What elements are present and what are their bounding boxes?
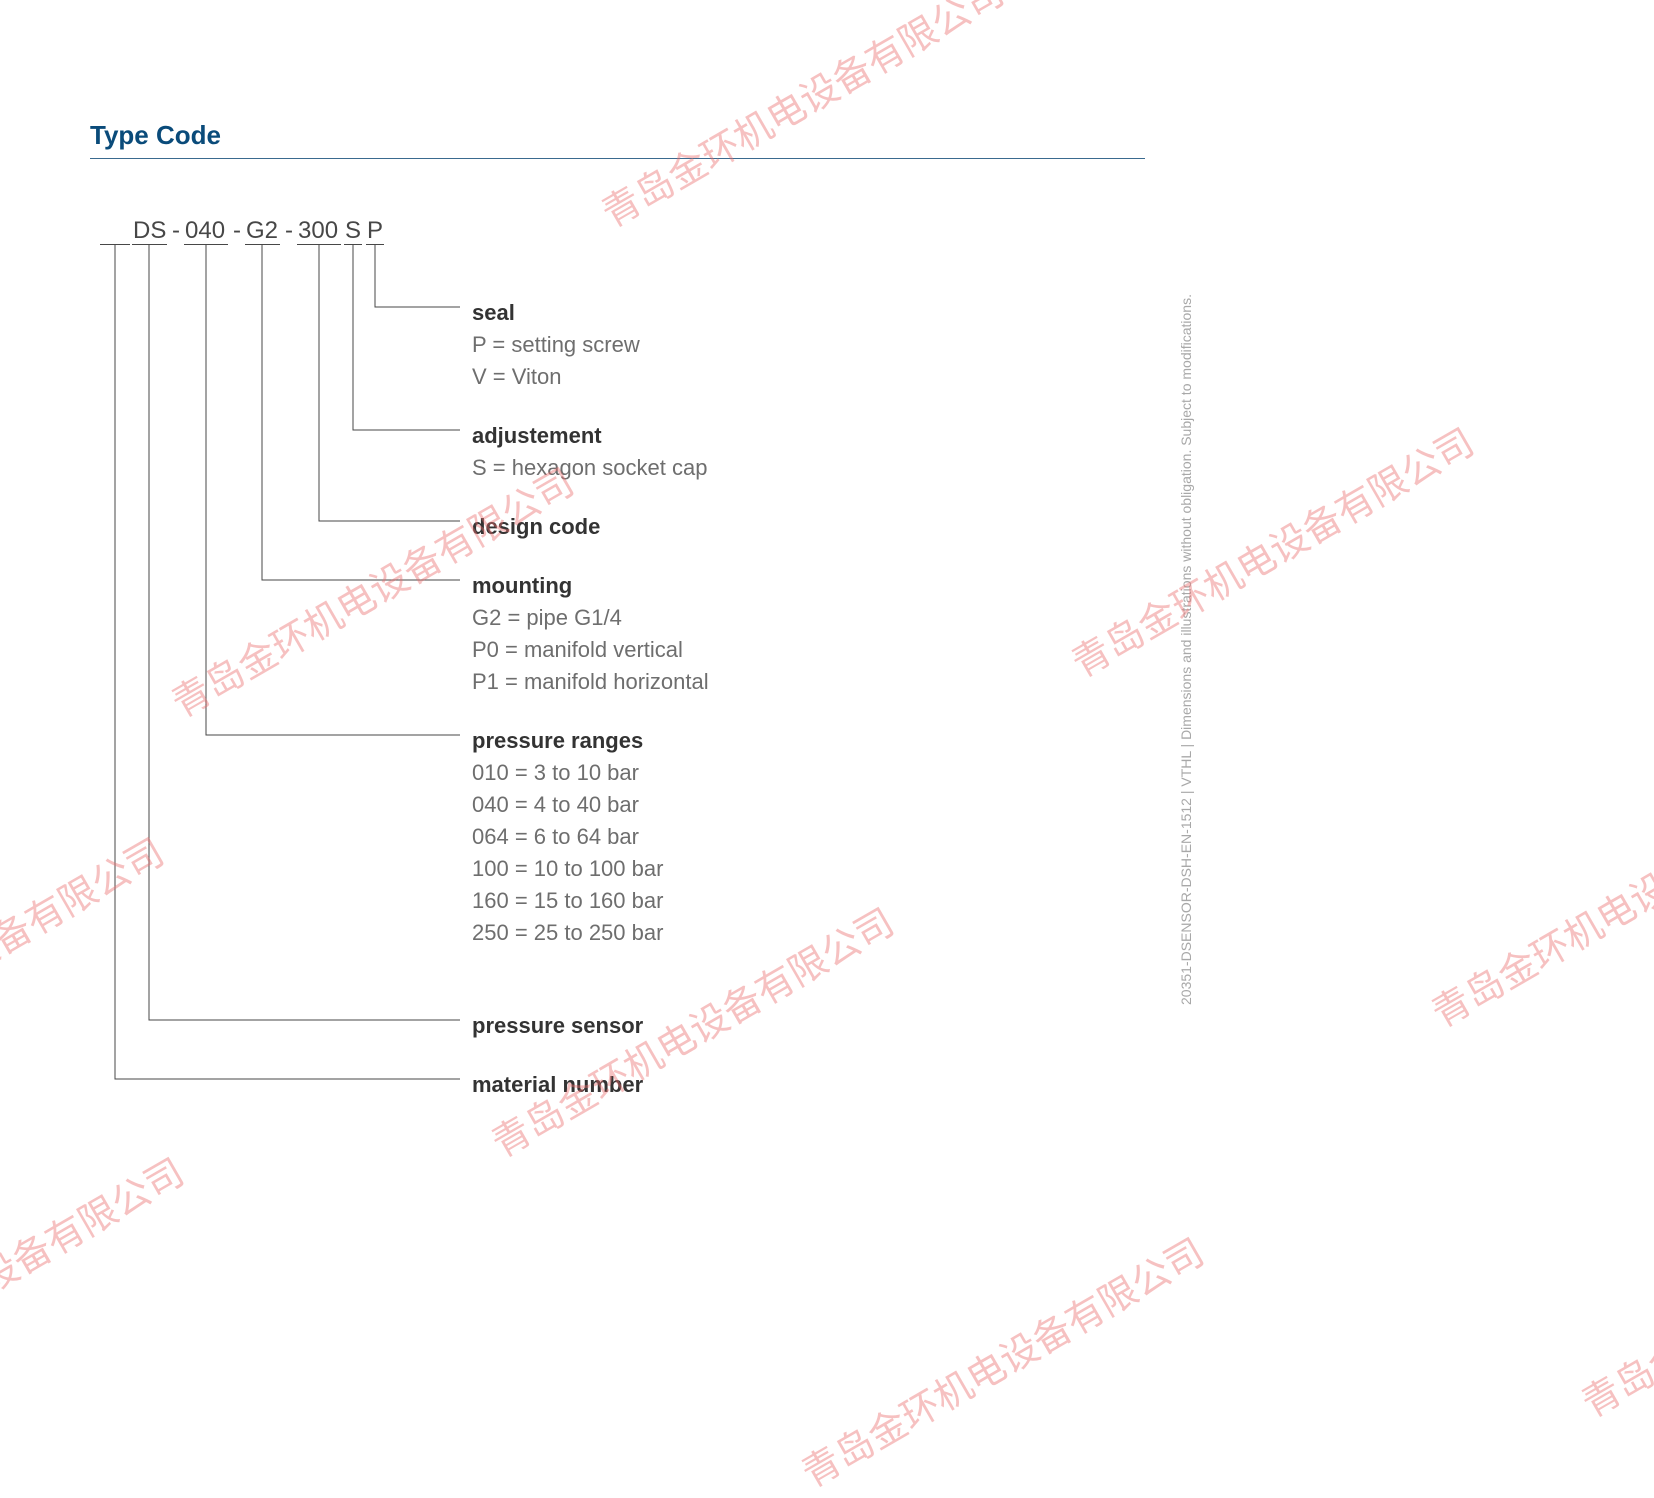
code-underline-040 (184, 244, 228, 245)
desc-block-pressure_ranges: pressure ranges010 = 3 to 10 bar040 = 4 … (472, 725, 663, 949)
heading-rule (90, 158, 1145, 159)
code-part-dash2: - (233, 217, 241, 245)
code-part-g2: G2 (246, 217, 278, 245)
watermark-8: 青岛金环机电设备有限公司 (790, 1222, 1212, 1498)
desc-title-pressure_ranges: pressure ranges (472, 725, 663, 757)
desc-block-pressure_sensor: pressure sensor (472, 1010, 643, 1042)
connector-adjustment (353, 244, 460, 430)
desc-title-mounting: mounting (472, 570, 709, 602)
desc-title-design: design code (472, 511, 600, 543)
desc-line-adjustment-0: S = hexagon socket cap (472, 452, 707, 484)
desc-line-pressure_ranges-0: 010 = 3 to 10 bar (472, 757, 663, 789)
watermark-2: 青岛金环机电设备有限公司 (1060, 412, 1482, 688)
desc-line-mounting-0: G2 = pipe G1/4 (472, 602, 709, 634)
code-underline-ds (132, 244, 167, 245)
page-root: Type Code DS-040-G2-300SP sealP = settin… (0, 0, 1654, 1375)
desc-line-pressure_ranges-4: 160 = 15 to 160 bar (472, 885, 663, 917)
watermark-0: 青岛金环机电设备有限公司 (590, 0, 1012, 238)
desc-line-pressure_ranges-3: 100 = 10 to 100 bar (472, 853, 663, 885)
connector-seal (375, 244, 460, 307)
desc-block-design: design code (472, 511, 600, 543)
code-part-040: 040 (185, 217, 225, 245)
code-part-p: P (367, 217, 383, 245)
section-heading: Type Code (90, 120, 221, 151)
watermark-7: 青岛金环机电设备有限公司 (1570, 1152, 1654, 1428)
code-underline-g2 (245, 244, 280, 245)
desc-line-pressure_ranges-1: 040 = 4 to 40 bar (472, 789, 663, 821)
desc-line-seal-0: P = setting screw (472, 329, 640, 361)
code-underline-300 (297, 244, 341, 245)
code-part-dash3: - (285, 217, 293, 245)
desc-line-mounting-1: P0 = manifold vertical (472, 634, 709, 666)
code-part-ds: DS (133, 217, 166, 245)
desc-line-pressure_ranges-5: 250 = 25 to 250 bar (472, 917, 663, 949)
code-part-300: 300 (298, 217, 338, 245)
desc-block-adjustment: adjustementS = hexagon socket cap (472, 420, 707, 484)
desc-title-pressure_sensor: pressure sensor (472, 1010, 643, 1042)
connector-lines (0, 0, 1654, 1375)
doc-id-side-text: 20351-DSENSOR-DSH-EN-1512 | VTHL | Dimen… (1178, 294, 1194, 1005)
desc-block-seal: sealP = setting screwV = Viton (472, 297, 640, 393)
code-underline-blank (100, 244, 130, 245)
watermark-5: 青岛金环机电设备有限公司 (0, 1142, 192, 1418)
watermark-4: 青岛金环机电设备有限公司 (0, 822, 172, 1098)
desc-block-material_number: material number (472, 1069, 643, 1101)
connector-material_number (115, 244, 460, 1079)
desc-line-pressure_ranges-2: 064 = 6 to 64 bar (472, 821, 663, 853)
code-underline-s (344, 244, 362, 245)
connector-mounting (262, 244, 460, 580)
desc-title-adjustment: adjustement (472, 420, 707, 452)
desc-block-mounting: mountingG2 = pipe G1/4P0 = manifold vert… (472, 570, 709, 698)
desc-line-mounting-2: P1 = manifold horizontal (472, 666, 709, 698)
code-part-s: S (345, 217, 361, 245)
desc-title-seal: seal (472, 297, 640, 329)
watermark-6: 青岛金环机电设备有限公司 (1420, 762, 1654, 1038)
connector-pressure_sensor (149, 244, 460, 1020)
connector-pressure_ranges (206, 244, 460, 735)
desc-line-seal-1: V = Viton (472, 361, 640, 393)
desc-title-material_number: material number (472, 1069, 643, 1101)
connector-design (319, 244, 460, 521)
code-underline-p (366, 244, 384, 245)
code-part-dash1: - (172, 217, 180, 245)
